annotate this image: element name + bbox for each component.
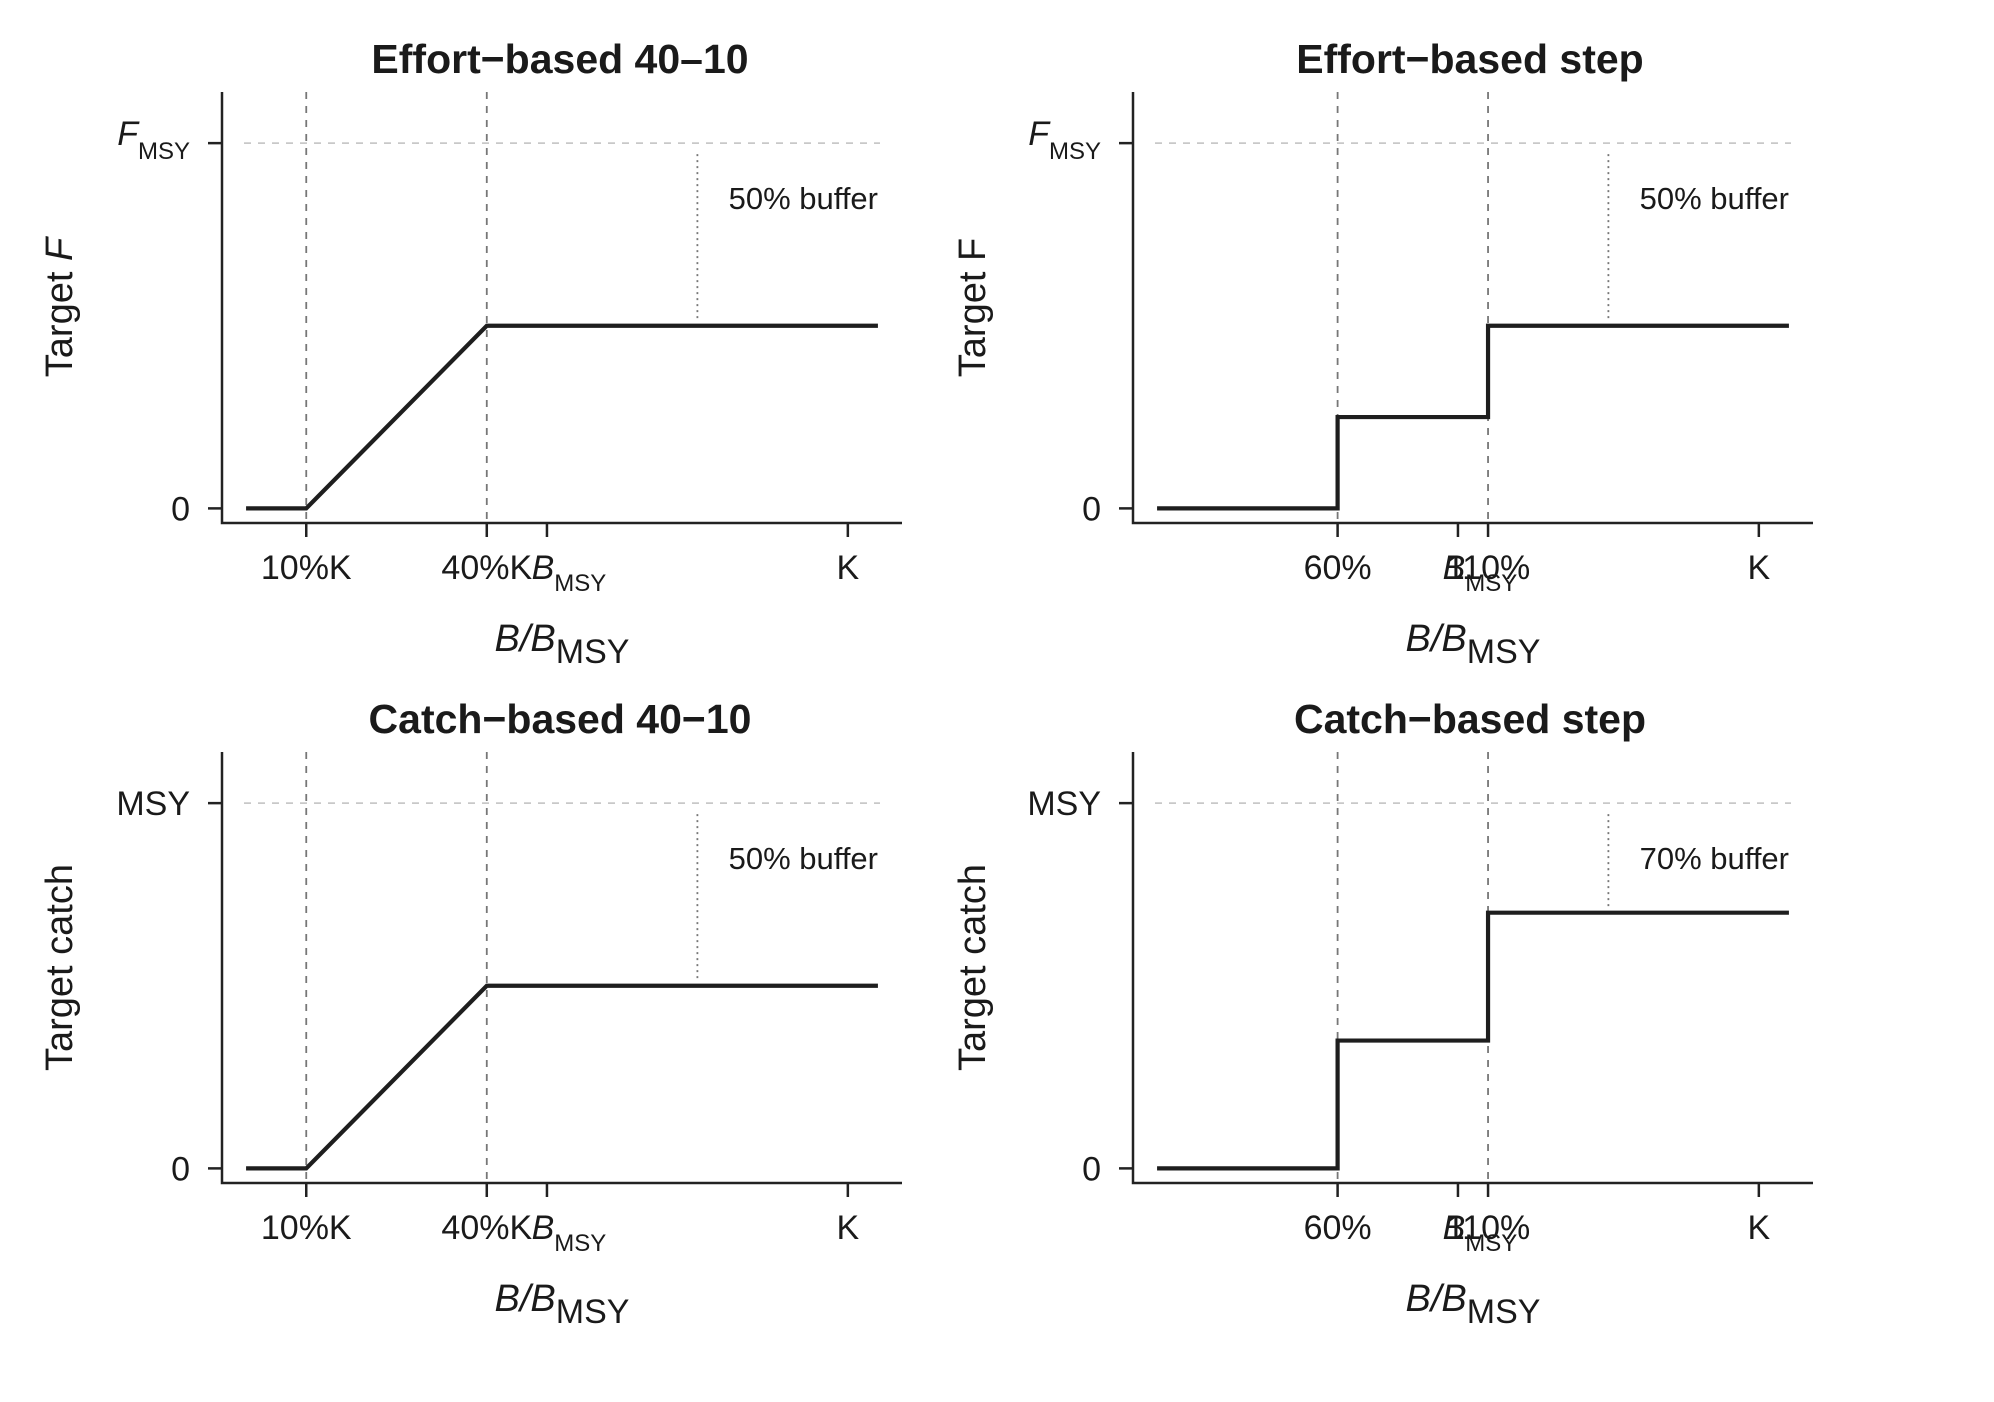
x-axis-label: B/BMSY	[495, 618, 630, 671]
y-axis-label: Target catch	[952, 864, 994, 1071]
x-axis-label: B/BMSY	[1406, 618, 1541, 671]
control-rule-line	[246, 323, 878, 511]
x-tick-label: BMSY	[532, 1209, 607, 1257]
y-tick-label: MSY	[116, 785, 190, 823]
x-tick-label: 40%K	[441, 549, 532, 587]
x-tick-label: 60%	[1304, 1209, 1372, 1247]
y-tick-label: 0	[171, 1150, 190, 1188]
panel-2: Effort−based step 50% buffer 0 FMSY 60% BMSY1…	[952, 36, 1813, 671]
x-tick-label: 110%	[1446, 549, 1530, 587]
buffer-label: 50% buffer	[729, 841, 878, 876]
axes-frame	[220, 92, 902, 525]
panel-4: Catch−based step 70% buffer 0 MSY 60% BMSY110…	[952, 696, 1813, 1331]
x-axis-label: B/BMSY	[495, 1278, 630, 1331]
y-axis-label: Target catch	[39, 864, 81, 1071]
y-tick-label: MSY	[1027, 785, 1101, 823]
buffer-label: 50% buffer	[729, 181, 878, 216]
axes-frame	[220, 752, 902, 1185]
axes-frame	[1131, 752, 1813, 1185]
buffer-label: 50% buffer	[1640, 181, 1789, 216]
panel-title: Catch−based step	[1294, 696, 1646, 742]
x-tick-label: 40%K	[441, 1209, 532, 1247]
x-tick-label: K	[836, 549, 859, 587]
panel-title: Effort−based step	[1296, 36, 1643, 82]
control-rule-line	[1157, 323, 1789, 511]
control-rule-line	[246, 983, 878, 1171]
y-tick-label: FMSY	[1028, 115, 1101, 165]
y-tick-label: 0	[1082, 1150, 1101, 1188]
x-tick-label: K	[836, 1209, 859, 1247]
x-tick-label: BMSY	[1443, 1209, 1518, 1257]
axes-frame	[1131, 92, 1813, 525]
x-tick-label: K	[1747, 1209, 1770, 1247]
y-tick-label: FMSY	[117, 115, 190, 165]
x-tick-label: 110%	[1446, 1209, 1530, 1247]
panel-title: Catch−based 40−10	[369, 696, 752, 742]
x-tick-label: BMSY	[1443, 549, 1518, 597]
x-tick-label: 10%K	[261, 1209, 352, 1247]
x-axis-label: B/BMSY	[1406, 1278, 1541, 1331]
y-axis-label: Target F	[952, 238, 994, 377]
x-tick-label: 10%K	[261, 549, 352, 587]
y-tick-label: 0	[1082, 490, 1101, 528]
panel-1: Effort−based 40–10 50% buffer 0 FMSY 10%K 40%…	[39, 36, 902, 671]
x-tick-label: K	[1747, 549, 1770, 587]
x-tick-label: BMSY	[532, 549, 607, 597]
y-axis-label: Target F	[39, 236, 81, 377]
control-rule-line	[1157, 910, 1789, 1171]
panel-title: Effort−based 40–10	[371, 36, 748, 82]
buffer-label: 70% buffer	[1640, 841, 1789, 876]
x-tick-label: 60%	[1304, 549, 1372, 587]
y-tick-label: 0	[171, 490, 190, 528]
